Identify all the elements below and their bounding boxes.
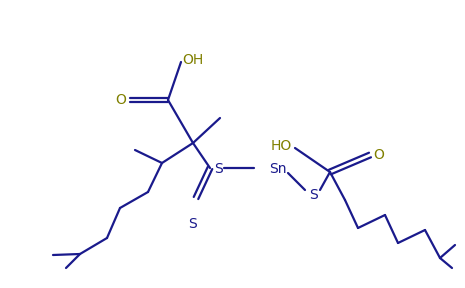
- Text: S: S: [309, 188, 318, 202]
- Text: Sn: Sn: [269, 162, 287, 176]
- Text: HO: HO: [270, 139, 292, 153]
- Text: O: O: [116, 93, 126, 107]
- Text: S: S: [187, 217, 196, 231]
- Text: O: O: [373, 148, 385, 162]
- Text: S: S: [213, 162, 222, 176]
- Text: OH: OH: [182, 53, 204, 67]
